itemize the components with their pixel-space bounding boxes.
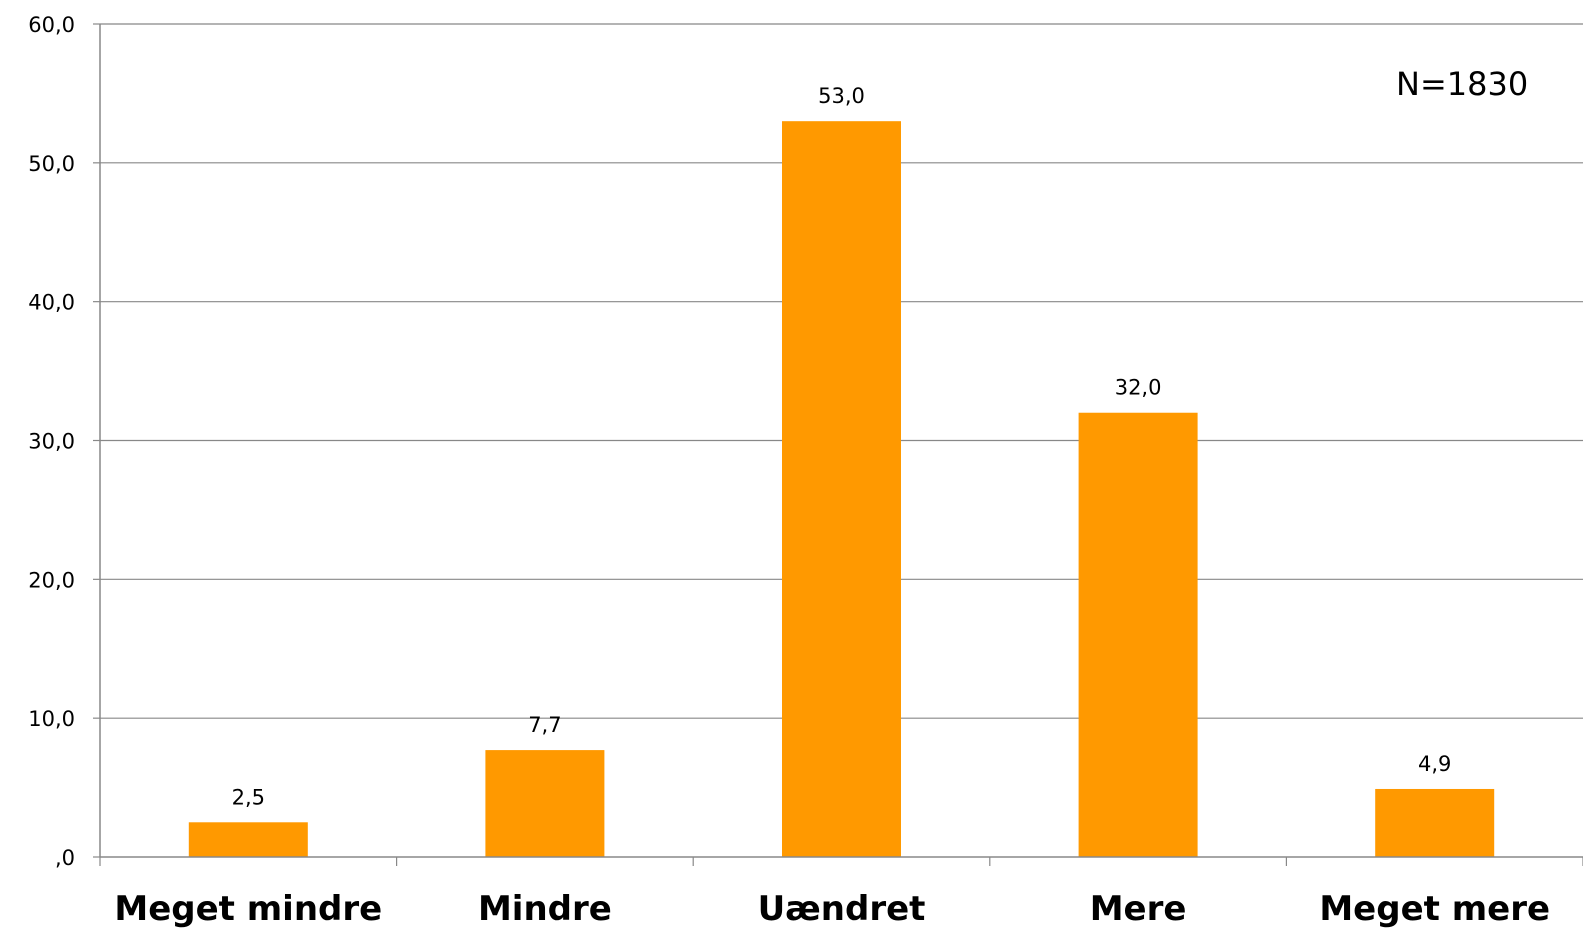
bar xyxy=(485,750,605,857)
y-tick-label: ,0 xyxy=(55,846,75,870)
y-tick-label: 20,0 xyxy=(28,568,75,592)
x-tick-label: Mindre xyxy=(478,889,612,929)
y-tick-label: 60,0 xyxy=(28,13,75,37)
bars: 2,5 7,7 53,0 32,0 4,9 xyxy=(188,84,1495,857)
bar xyxy=(1375,788,1495,857)
data-label: 53,0 xyxy=(818,84,865,108)
axes xyxy=(99,24,1583,858)
bar xyxy=(188,822,308,857)
x-tick-label: Uændret xyxy=(758,889,926,929)
y-tick-label: 50,0 xyxy=(28,152,75,176)
data-label: 4,9 xyxy=(1418,752,1451,776)
x-tick-label: Mere xyxy=(1090,889,1187,929)
bar xyxy=(1078,412,1198,857)
bar xyxy=(782,121,901,857)
y-tick-label: 10,0 xyxy=(28,707,75,731)
sample-size-annotation: N=1830 xyxy=(1396,65,1528,103)
y-axis-ticks: ,0 10,0 20,0 30,0 40,0 50,0 60,0 xyxy=(28,13,100,870)
x-tick-label: Meget mere xyxy=(1319,889,1550,929)
data-label: 2,5 xyxy=(232,785,265,809)
data-label: 7,7 xyxy=(528,713,561,737)
y-tick-label: 30,0 xyxy=(28,430,75,454)
x-axis-ticks: Meget mindre Mindre Uændret Mere Meget mere xyxy=(99,857,1583,929)
x-tick-label: Meget mindre xyxy=(114,889,382,929)
y-tick-label: 40,0 xyxy=(28,291,75,315)
data-label: 32,0 xyxy=(1115,376,1162,400)
